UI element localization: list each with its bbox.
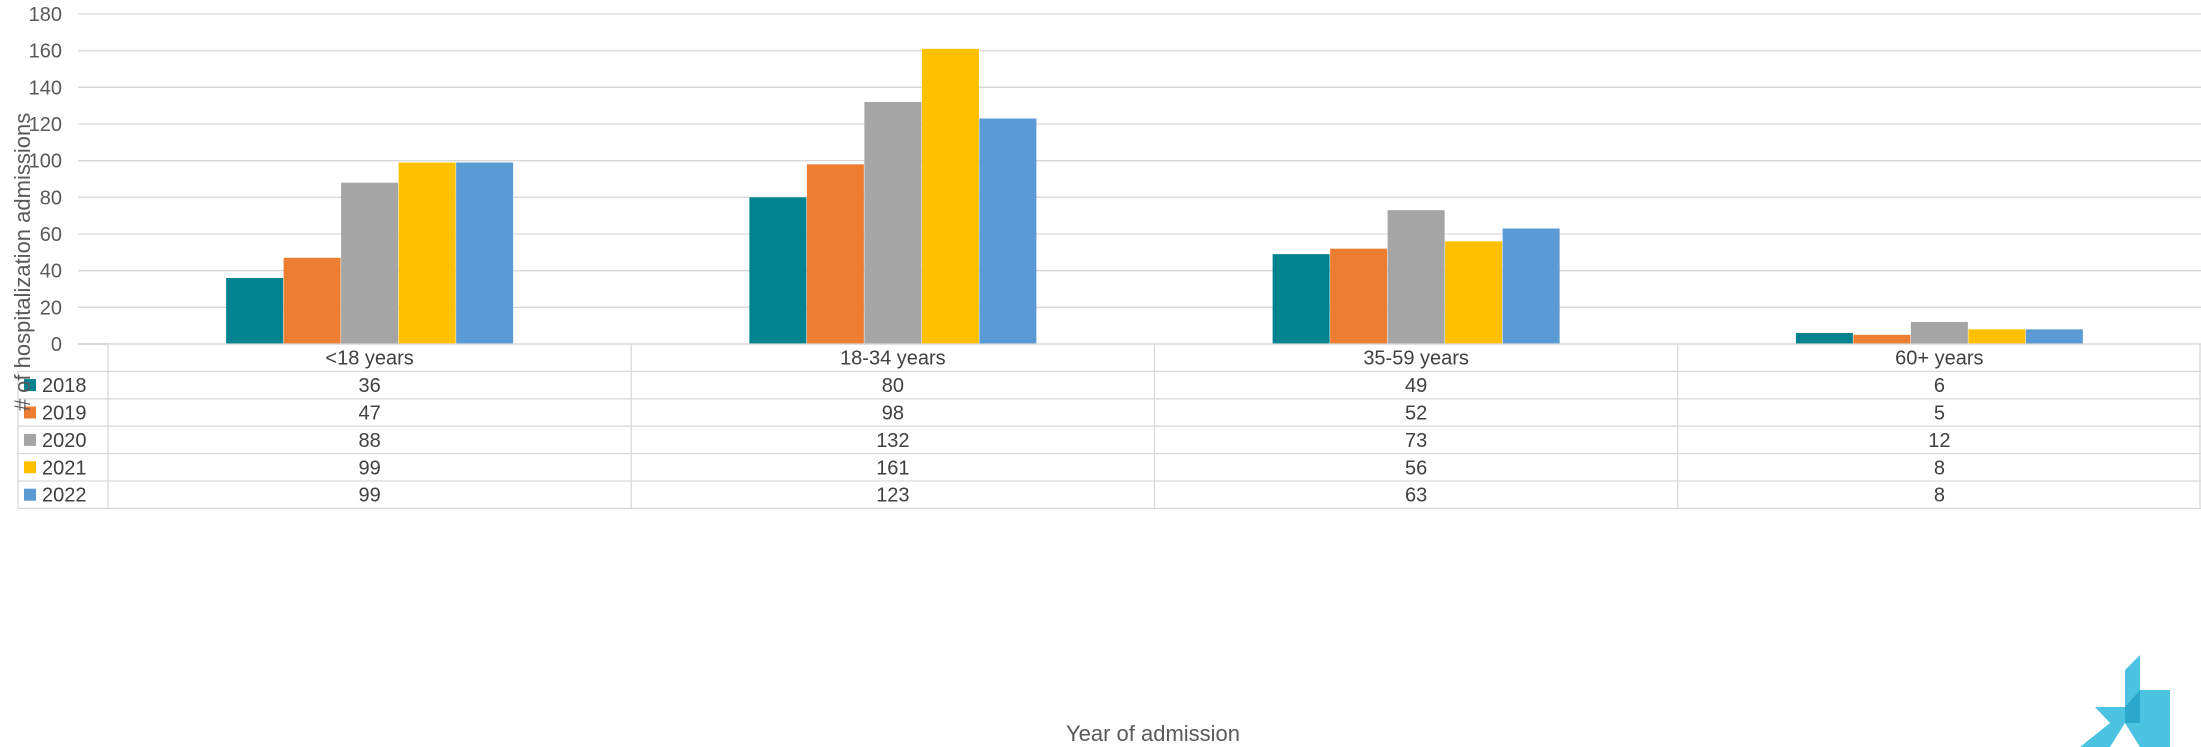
data-cell: 123 [876, 485, 909, 507]
bar-2020-3 [1910, 322, 1968, 344]
data-cell: 63 [1405, 485, 1427, 507]
data-cell: 12 [1928, 430, 1950, 452]
y-tick-label: 80 [40, 187, 62, 209]
bar-2020-0 [341, 182, 399, 344]
legend-label: 2022 [42, 485, 87, 507]
bar-2021-0 [398, 162, 456, 344]
data-cell: 132 [876, 430, 909, 452]
y-tick-label: 60 [40, 224, 62, 246]
bar-2021-3 [1968, 329, 2026, 344]
bars [226, 48, 2083, 344]
bar-2018-1 [749, 197, 807, 344]
bar-2022-1 [979, 118, 1037, 344]
data-cell: 8 [1934, 457, 1945, 479]
y-axis-title: # of hospitalization admissions [10, 113, 35, 411]
data-cell: 99 [359, 457, 381, 479]
bar-2019-3 [1853, 334, 1911, 344]
legend-swatch-2020 [24, 433, 36, 446]
category-label: <18 years [325, 348, 413, 370]
y-tick-label: 20 [40, 297, 62, 319]
legend-label: 2020 [42, 430, 87, 452]
data-cell: 8 [1934, 485, 1945, 507]
legend-label: 2021 [42, 457, 87, 479]
legend-swatch-2021 [24, 461, 36, 474]
y-tick-label: 120 [29, 114, 62, 136]
legend-swatch-2022 [24, 488, 36, 501]
y-tick-label: 100 [29, 151, 62, 173]
data-cell: 98 [882, 403, 904, 425]
bar-2019-1 [806, 164, 864, 344]
data-cell: 52 [1405, 403, 1427, 425]
bar-2020-2 [1387, 210, 1445, 344]
data-cell: 161 [876, 457, 909, 479]
bar-2022-3 [2025, 329, 2083, 344]
y-tick-label: 40 [40, 261, 62, 283]
data-cell: 73 [1405, 430, 1427, 452]
data-cell: 88 [359, 430, 381, 452]
bar-2018-3 [1795, 333, 1853, 344]
bar-2019-0 [283, 257, 341, 344]
data-cell: 6 [1934, 375, 1945, 397]
data-cell: 49 [1405, 375, 1427, 397]
bar-2020-1 [864, 102, 922, 344]
legend-label: 2019 [42, 403, 87, 425]
y-tick-label: 140 [29, 77, 62, 99]
y-tick-label: 180 [29, 4, 62, 26]
data-cell: 47 [359, 403, 381, 425]
star-logo-icon [2080, 655, 2170, 747]
data-cell: 5 [1934, 403, 1945, 425]
data-cell: 56 [1405, 457, 1427, 479]
bar-2018-0 [226, 278, 284, 344]
bar-2022-2 [1502, 228, 1560, 344]
x-axis-title: Year of admission [1066, 721, 1240, 746]
data-table: <18 years 18-34 years 35-59 years 60+ years… [17, 343, 2201, 510]
bar-2019-2 [1330, 248, 1388, 344]
bar-2018-2 [1272, 254, 1330, 344]
data-cell: 36 [359, 375, 381, 397]
y-tick-label: 160 [29, 41, 62, 63]
legend-swatch-2019 [24, 406, 36, 419]
data-cell: 99 [359, 485, 381, 507]
bar-2022-0 [456, 162, 514, 344]
legend-label: 2018 [42, 375, 87, 397]
bar-2021-1 [921, 48, 979, 344]
bar-2021-2 [1445, 241, 1503, 344]
category-label: 35-59 years [1363, 348, 1469, 370]
y-tick-label: 0 [51, 334, 62, 356]
y-axis-ticks: 0 20 40 60 80 100 120 140 160 180 [29, 4, 62, 356]
data-cell: 80 [882, 375, 904, 397]
category-label: 18-34 years [840, 348, 946, 370]
category-label: 60+ years [1895, 348, 1983, 370]
legend-swatch-2018 [24, 379, 36, 392]
